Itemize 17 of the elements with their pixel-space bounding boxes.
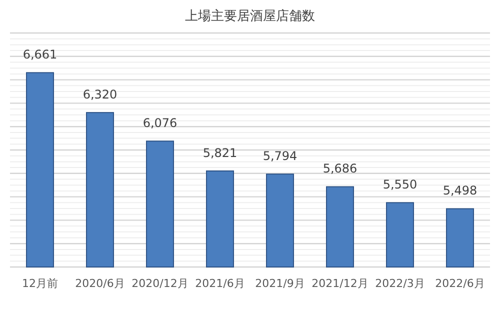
data-label: 5,794 — [262, 149, 298, 164]
chart-title: 上場主要居酒屋店舗数 — [185, 8, 315, 24]
x-tick-label: 2021/12月 — [312, 277, 368, 290]
x-tick-label: 2022/6月 — [435, 277, 485, 290]
data-label: 6,661 — [22, 48, 58, 62]
data-label: 6,076 — [142, 116, 178, 130]
x-tick-label: 2020/12月 — [132, 277, 188, 290]
data-label: 5,550 — [382, 178, 418, 192]
data-label: 5,821 — [202, 146, 238, 160]
x-tick-label: 2020/6月 — [75, 277, 125, 290]
x-tick-label: 2022/3月 — [375, 277, 425, 290]
data-label: 6,320 — [82, 88, 118, 102]
x-tick-label: 2021/9月 — [255, 277, 305, 290]
data-label: 5,498 — [442, 184, 478, 198]
data-label: 5,686 — [322, 162, 358, 176]
x-tick-label: 12月前 — [22, 277, 58, 290]
x-tick-label: 2021/6月 — [195, 277, 245, 290]
